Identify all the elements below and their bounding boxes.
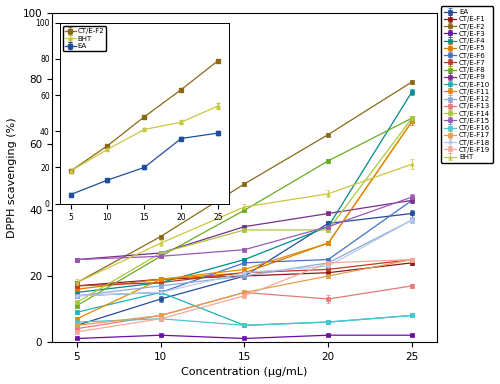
Legend: EA, CT/E-F1, CT/E-F2, CT/E-F3, CT/E-F4, CT/E-F5, CT/E-F6, CT/E-F7, CT/E-F8, CT/E: EA, CT/E-F1, CT/E-F2, CT/E-F3, CT/E-F4, … xyxy=(441,6,493,163)
X-axis label: Concentration (μg/mL): Concentration (μg/mL) xyxy=(182,367,308,377)
Y-axis label: DPPH scavenging (%): DPPH scavenging (%) xyxy=(7,117,17,238)
